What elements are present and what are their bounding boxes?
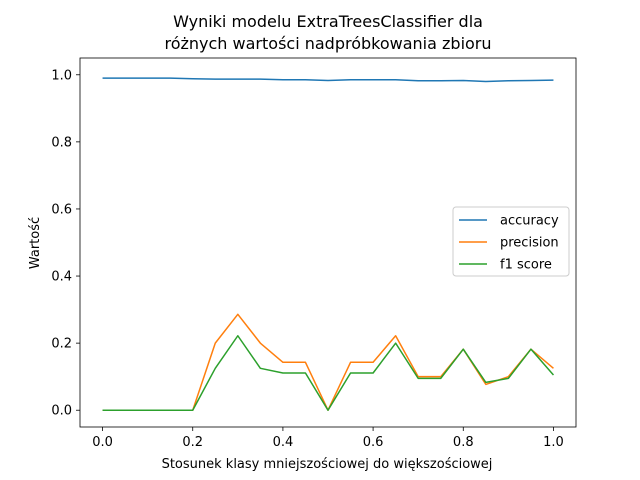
y-tick-label: 0.0 (51, 404, 72, 419)
y-tick-label: 1.0 (51, 68, 72, 83)
y-tick-label: 0.4 (51, 270, 72, 285)
legend: accuracy precision f1 score (452, 206, 570, 277)
series-layer (102, 77, 555, 411)
x-tick-label: 1.0 (543, 435, 564, 450)
axes-layer (79, 57, 577, 428)
legend-label-accuracy: accuracy (500, 214, 559, 229)
x-tick-label: 0.0 (92, 435, 113, 450)
legend-label-precision: precision (500, 236, 559, 251)
y-tick-label: 0.6 (51, 202, 72, 217)
y-tick-label: 0.8 (51, 135, 72, 150)
x-tick-label: 0.6 (363, 435, 384, 450)
plot-frame (79, 57, 577, 428)
legend-box (452, 206, 570, 277)
series-line-f1-score (102, 335, 555, 411)
x-tick-label: 0.8 (453, 435, 474, 450)
y-axis-label: Wartość (28, 217, 43, 269)
legend-label-f1-score: f1 score (500, 258, 552, 273)
ticks-layer: 0.0 0.2 0.4 0.6 0.8 1.0 0.0 0.2 0.4 0.6 0.8 1.0 (51, 68, 563, 450)
chart-title-line-2: różnych wartości nadpróbkowania zbioru (164, 34, 491, 53)
x-tick-label: 0.4 (273, 435, 294, 450)
series-line-accuracy (102, 77, 554, 83)
x-axis-label: Stosunek klasy mniejszościowej do większ… (162, 457, 493, 472)
series-line-precision (102, 313, 554, 411)
y-tick-label: 0.2 (51, 337, 72, 352)
x-tick-label: 0.2 (182, 435, 203, 450)
chart-title-line-1: Wyniki modelu ExtraTreesClassifier dla (173, 12, 483, 31)
